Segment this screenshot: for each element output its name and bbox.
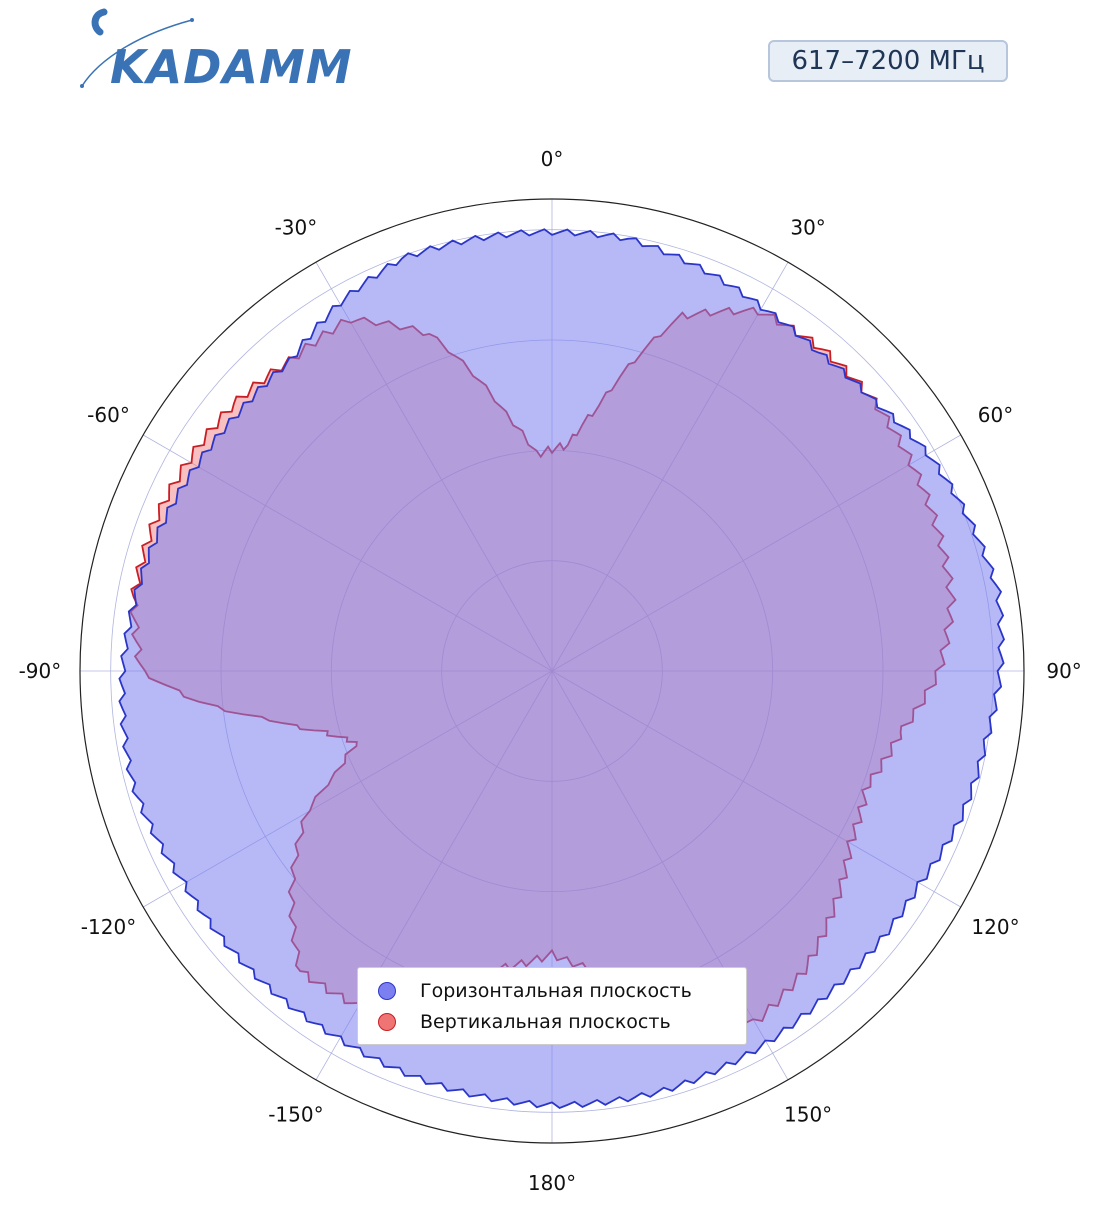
- angle-label-neg150: -150°: [268, 1103, 323, 1127]
- chart-legend: Горизонтальная плоскость Вертикальная пл…: [357, 967, 747, 1045]
- legend-label-vertical: Вертикальная плоскость: [420, 1011, 671, 1033]
- angle-label-180: 180°: [528, 1171, 576, 1195]
- angle-label-60: 60°: [978, 403, 1013, 427]
- angle-label-150: 150°: [784, 1103, 832, 1127]
- legend-entry-horizontal: Горизонтальная плоскость: [378, 978, 692, 1004]
- angle-label-neg30: -30°: [275, 216, 318, 240]
- logo-text: KADAMM: [110, 40, 353, 94]
- angle-label-120: 120°: [971, 915, 1019, 939]
- polar-series: [118, 228, 1006, 1110]
- angle-label-90: 90°: [1046, 659, 1081, 683]
- legend-swatch-vertical: [378, 1013, 396, 1031]
- angle-label-neg90: -90°: [19, 659, 62, 683]
- company-logo: KADAMM: [80, 8, 355, 90]
- angle-label-30: 30°: [790, 216, 825, 240]
- angle-tick-labels: 0° 30° 60° 90° 120° 150° 180° -150° -120° -90° -60…: [19, 147, 1082, 1195]
- outer-rim: [79, 198, 1025, 1144]
- angle-label-neg60: -60°: [87, 403, 130, 427]
- legend-entry-vertical: Вертикальная плоскость: [378, 1009, 671, 1035]
- angle-label-0: 0°: [541, 147, 564, 171]
- angle-label-neg120: -120°: [81, 915, 136, 939]
- legend-swatch-horizontal: [378, 982, 396, 1000]
- frequency-range-badge: 617–7200 МГц: [768, 40, 1008, 82]
- logo-swoosh-icon: [80, 8, 194, 88]
- legend-label-horizontal: Горизонтальная плоскость: [420, 980, 692, 1002]
- series-area-horizontal: [118, 228, 1006, 1110]
